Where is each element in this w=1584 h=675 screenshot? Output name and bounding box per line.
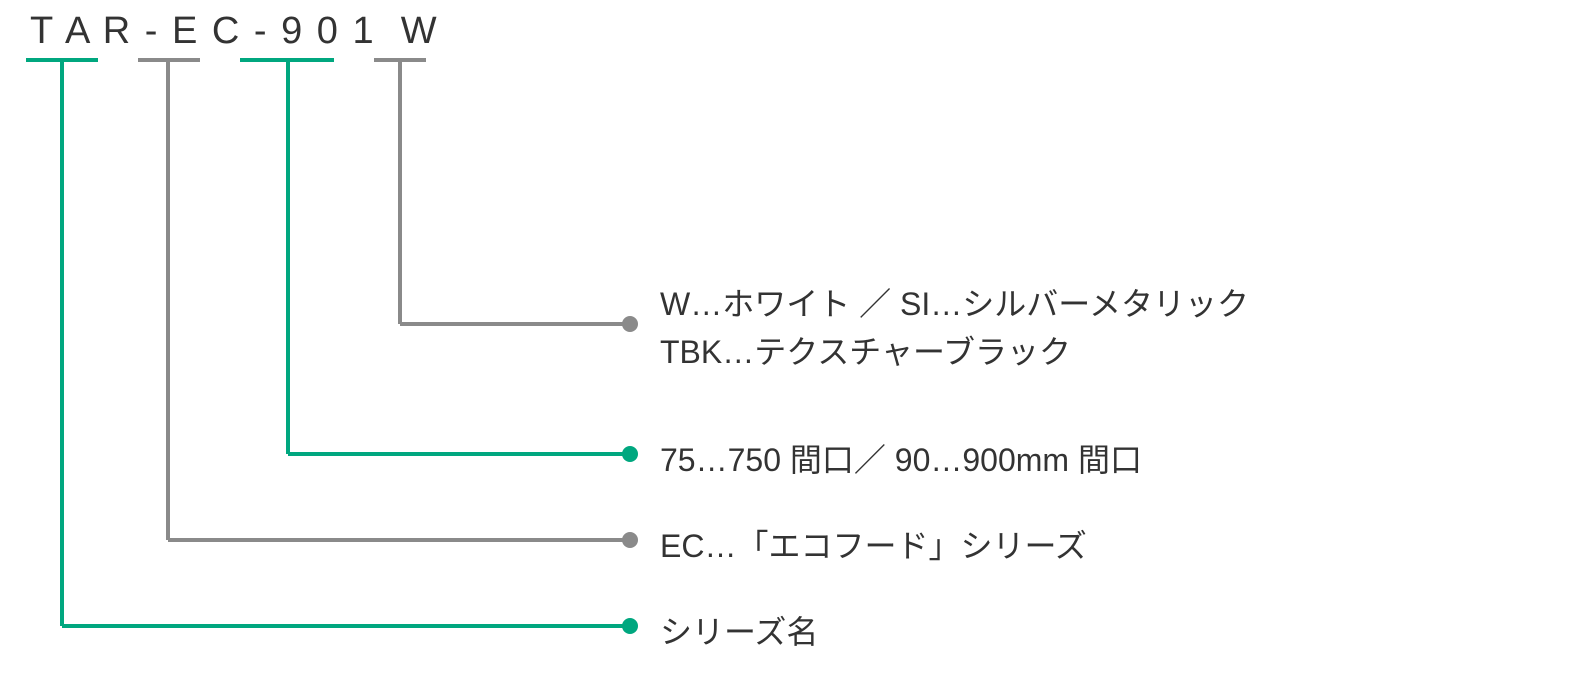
diagram-container: T A R - E C - 9 0 1 W W…ホワイト ／ SI…シルバーメタ… xyxy=(0,0,1584,675)
legend-label-line: シリーズ名 xyxy=(660,614,818,650)
legend-label: EC…「エコフード」シリーズ xyxy=(660,522,1087,570)
bracket-dot xyxy=(622,446,638,462)
legend-label-line: 75…750 間口／ 90…900mm 間口 xyxy=(660,442,1142,478)
legend-label: シリーズ名 xyxy=(660,608,818,656)
legend-label: W…ホワイト ／ SI…シルバーメタリック TBK…テクスチャーブラック xyxy=(660,280,1249,376)
bracket-dot xyxy=(622,316,638,332)
legend-label: 75…750 間口／ 90…900mm 間口 xyxy=(660,436,1142,484)
bracket-dot xyxy=(622,618,638,634)
bracket-dot xyxy=(622,532,638,548)
legend-label-line: TBK…テクスチャーブラック xyxy=(660,334,1071,370)
legend-label-line: W…ホワイト ／ SI…シルバーメタリック xyxy=(660,286,1249,322)
legend-label-line: EC…「エコフード」シリーズ xyxy=(660,528,1087,564)
